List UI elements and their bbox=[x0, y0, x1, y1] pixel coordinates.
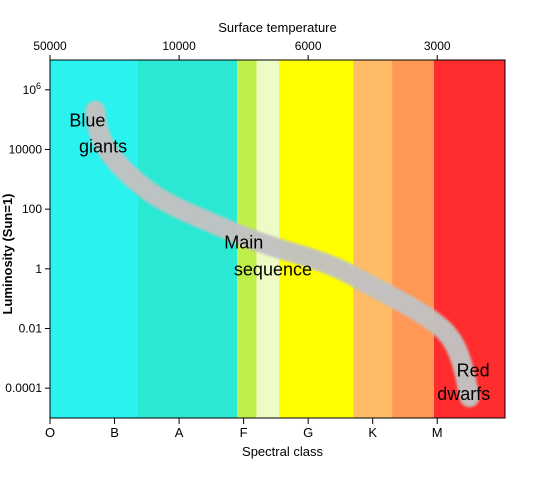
star-point bbox=[178, 208, 181, 211]
star-point bbox=[371, 285, 374, 288]
y-tick-label: 1 bbox=[35, 262, 42, 276]
y-tick-label: 0.01 bbox=[19, 322, 43, 336]
annotation-label: Red bbox=[457, 360, 490, 380]
x-tick-label: K bbox=[368, 425, 377, 440]
star-point bbox=[339, 267, 342, 270]
color-band bbox=[279, 60, 354, 418]
y-tick-label: 100 bbox=[22, 202, 42, 216]
y-tick-label: 10000 bbox=[9, 143, 43, 157]
x-tick-label: M bbox=[432, 425, 443, 440]
annotation-label: Main bbox=[224, 233, 263, 253]
x-tick-label: G bbox=[303, 425, 313, 440]
x-tick-label: F bbox=[240, 425, 248, 440]
y-tick-label: 10 bbox=[23, 83, 37, 97]
annotation-label: giants bbox=[79, 136, 127, 156]
star-point bbox=[113, 160, 116, 163]
annotation-label: dwarfs bbox=[437, 384, 490, 404]
star-point bbox=[436, 322, 439, 325]
star-point bbox=[274, 246, 277, 249]
color-band bbox=[353, 60, 393, 418]
y-axis: 10 6 10000 100 1 0.01 0.0001 bbox=[5, 81, 50, 395]
x-tick-label: A bbox=[175, 425, 184, 440]
color-band bbox=[392, 60, 435, 418]
main-sequence-band bbox=[85, 100, 480, 408]
star-point bbox=[468, 396, 471, 399]
color-band bbox=[137, 60, 238, 418]
star-point bbox=[452, 339, 455, 342]
top-tick-label: 50000 bbox=[33, 39, 67, 53]
annotation-label: sequence bbox=[234, 259, 312, 279]
star-point bbox=[307, 255, 310, 258]
spectral-color-bands bbox=[50, 60, 505, 418]
star-point bbox=[403, 302, 406, 305]
annotation-label: Blue bbox=[69, 110, 105, 130]
top-tick-label: 10000 bbox=[162, 39, 196, 53]
star-point bbox=[145, 190, 148, 193]
top-tick-label: 3000 bbox=[424, 39, 451, 53]
star-point bbox=[94, 109, 97, 112]
y-tick-label: 0.0001 bbox=[5, 381, 42, 395]
star-point bbox=[462, 363, 465, 366]
star-point bbox=[242, 235, 245, 238]
annotations: Blue giants Main sequence Red dwarfs bbox=[69, 110, 490, 404]
star-point bbox=[210, 221, 213, 224]
top-axis: 50000 10000 6000 3000 bbox=[33, 39, 451, 60]
y-axis-label: Luminosity (Sun=1) bbox=[0, 194, 15, 315]
main-sequence-stars bbox=[85, 100, 480, 408]
top-tick-label: 6000 bbox=[295, 39, 322, 53]
star-point bbox=[97, 134, 100, 137]
x-tick-label: O bbox=[45, 425, 55, 440]
x-tick-label: B bbox=[110, 425, 119, 440]
x-axis-label: Spectral class bbox=[242, 444, 323, 459]
plot-frame bbox=[49, 59, 506, 419]
top-axis-title: Surface temperature bbox=[218, 20, 337, 35]
y-tick-superscript: 6 bbox=[36, 81, 41, 91]
